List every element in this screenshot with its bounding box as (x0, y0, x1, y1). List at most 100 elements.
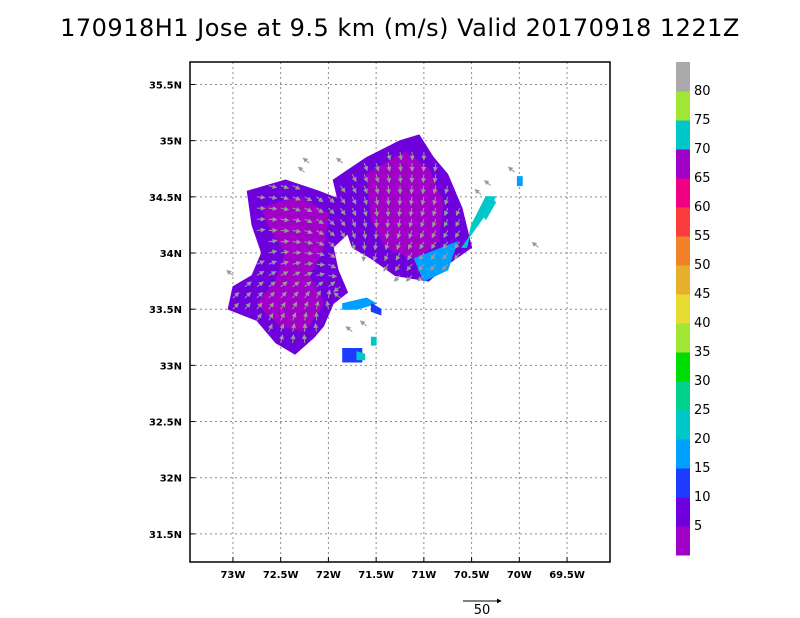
wind-vector (339, 230, 346, 238)
colorbar-label: 35 (694, 345, 711, 360)
wind-vector (432, 163, 438, 172)
wind-vector (397, 163, 403, 172)
wind-vector (432, 185, 438, 195)
wind-vector (316, 196, 324, 203)
colorbar-swatch (676, 91, 690, 121)
wind-region (480, 195, 497, 221)
wind-vector (316, 281, 324, 288)
wind-vector (292, 291, 299, 299)
wind-vector (386, 174, 392, 184)
wind-vector (256, 281, 264, 288)
wind-vector (304, 240, 314, 246)
colorbar-swatch (676, 149, 690, 179)
wind-region (370, 336, 377, 346)
colorbar-label: 5 (694, 519, 702, 534)
wind-vector (385, 196, 391, 206)
wind-vector (396, 241, 401, 250)
colorbar-swatch (676, 294, 690, 324)
wind-vector (431, 230, 437, 239)
y-tick-label: 33.5N (149, 305, 182, 316)
wind-vector (418, 263, 425, 271)
wind-vector (432, 219, 437, 228)
y-tick-label: 35.5N (149, 80, 182, 91)
wind-vector (328, 263, 337, 269)
reference-label: 50 (474, 603, 491, 618)
wind-vector (363, 162, 368, 172)
wind-vector (455, 230, 461, 239)
wind-vector (372, 252, 378, 262)
wind-vector (333, 286, 341, 293)
wind-vector (339, 207, 346, 216)
wind-vector (442, 241, 449, 250)
wind-vector (280, 249, 290, 255)
plot-frame (189, 61, 611, 563)
wind-vector (351, 219, 357, 228)
wind-vector (362, 219, 368, 228)
x-tick-label: 72W (316, 570, 341, 581)
wind-vector (268, 206, 278, 212)
wind-vector (292, 184, 301, 190)
wind-vector (280, 184, 290, 190)
wind-vector (302, 311, 308, 321)
wind-vector (256, 271, 265, 276)
wind-vector (361, 252, 367, 262)
wind-vector (363, 185, 368, 194)
wind-vector (316, 207, 324, 214)
wind-vector (280, 312, 285, 321)
colorbar-label: 45 (694, 287, 711, 302)
wind-vector (339, 185, 346, 193)
wind-vector (328, 252, 336, 259)
colorbar: 5 10 15 20 25 30 35 40 45 50 55 60 65 70 75 80 (676, 62, 711, 556)
wind-vector (362, 230, 368, 240)
wind-vector (304, 271, 313, 277)
wind-vector (374, 196, 380, 206)
colorbar-label: 15 (694, 461, 711, 476)
wind-vector (407, 252, 413, 261)
y-tick-label: 32N (160, 474, 182, 485)
wind-vector (268, 312, 274, 321)
wind-vector (290, 334, 296, 343)
colorbar-swatch (676, 178, 690, 208)
wind-vector (409, 151, 415, 161)
y-tick-label: 34N (160, 249, 182, 260)
wind-vector (408, 196, 414, 206)
colorbar-swatch (676, 410, 690, 440)
wind-vector (256, 302, 263, 310)
y-tick-label: 32.5N (149, 418, 182, 429)
colorbar-label: 75 (694, 113, 711, 128)
wind-vector (256, 227, 266, 233)
wind-vector (268, 302, 275, 310)
wind-vector (395, 252, 401, 261)
wind-vector (292, 228, 302, 234)
wind-vector (316, 272, 326, 278)
wind-vector (408, 219, 414, 228)
wind-vector (409, 185, 415, 195)
wind-vector (280, 271, 289, 276)
wind-vector (350, 241, 356, 251)
wind-vector (256, 260, 265, 266)
wind-vector (313, 322, 319, 332)
x-tick-label: 71.5W (358, 570, 394, 581)
chart-title: 170918H1 Jose at 9.5 km (m/s) Valid 2017… (60, 14, 740, 42)
wind-vector (304, 250, 314, 256)
colorbar-swatch (676, 265, 690, 295)
wind-vector (304, 281, 312, 288)
wind-vector (316, 262, 326, 268)
colorbar-label: 50 (694, 258, 711, 273)
wind-vector (441, 263, 449, 271)
wind-vector (297, 166, 305, 173)
colorbar-label: 10 (694, 490, 711, 505)
colorbar-swatch (676, 381, 690, 411)
wind-vector (386, 185, 391, 195)
wind-vector (232, 292, 240, 299)
wind-vector (373, 241, 379, 251)
wind-vector (304, 229, 313, 235)
wind-vector (325, 300, 331, 310)
wind-vector (256, 313, 262, 321)
wind-vector (292, 217, 302, 223)
wind-vector (316, 251, 325, 257)
wind-vector (397, 174, 403, 184)
wind-vector (386, 151, 392, 161)
wind-vector (316, 218, 324, 225)
wind-vector (280, 195, 290, 201)
